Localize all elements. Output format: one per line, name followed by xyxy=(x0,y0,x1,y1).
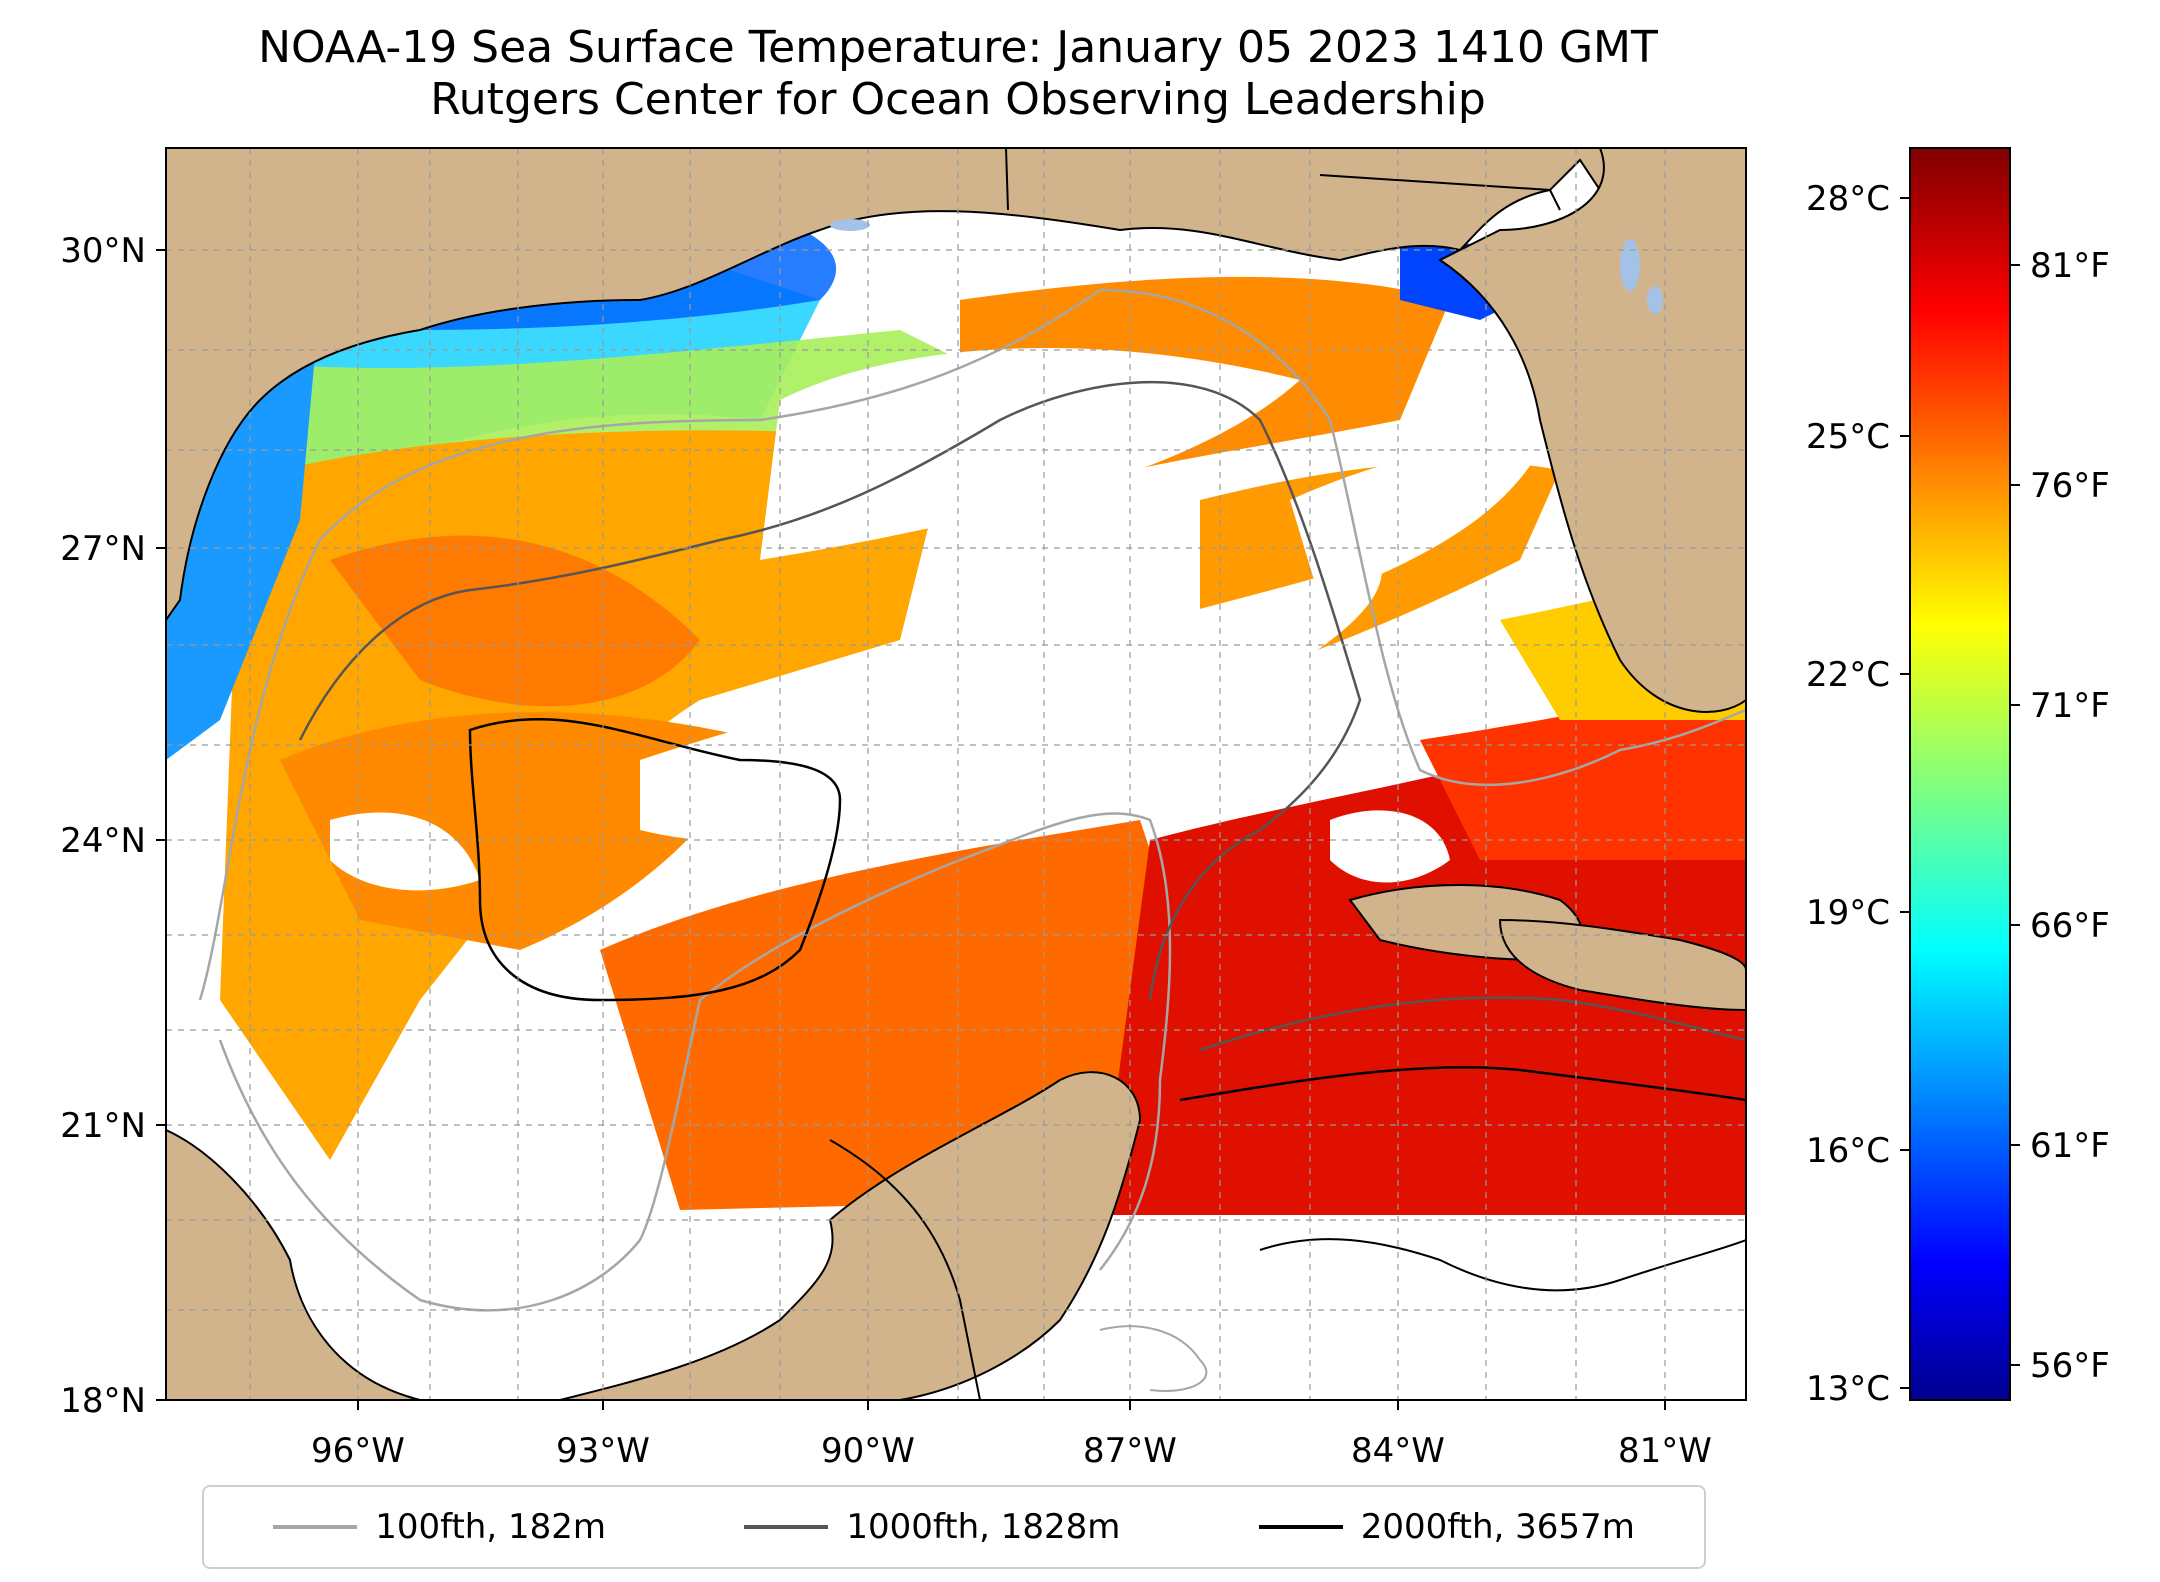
lon-label-90w: 90°W xyxy=(821,1431,915,1471)
fahrenheit-label-66: 66°F xyxy=(2030,906,2110,946)
borders xyxy=(829,148,1561,1400)
fahrenheit-ticks xyxy=(2010,264,2020,1366)
fahrenheit-label-61: 61°F xyxy=(2030,1126,2110,1166)
legend-label-100fth: 100fth, 182m xyxy=(375,1507,606,1547)
lon-ticks xyxy=(357,1400,1666,1410)
fahrenheit-label-71: 71°F xyxy=(2030,686,2110,726)
lat-label-27n: 27°N xyxy=(60,529,146,569)
celsius-label-28: 28°C xyxy=(1806,179,1890,219)
lon-label-84w: 84°W xyxy=(1351,1431,1445,1471)
celsius-label-22: 22°C xyxy=(1806,655,1890,695)
fahrenheit-label-81: 81°F xyxy=(2030,246,2110,286)
celsius-label-16: 16°C xyxy=(1806,1131,1890,1171)
lon-label-96w: 96°W xyxy=(311,1431,405,1471)
bathymetry-contours xyxy=(198,288,1746,1392)
land xyxy=(166,148,1746,1400)
legend-item-100fth: 100fth, 182m xyxy=(273,1507,606,1547)
legend-line-2000fth xyxy=(1258,1525,1343,1529)
legend-item-2000fth: 2000fth, 3657m xyxy=(1258,1507,1635,1547)
map-frame xyxy=(165,147,1747,1401)
lakes xyxy=(830,219,1663,314)
fahrenheit-label-56: 56°F xyxy=(2030,1346,2110,1386)
celsius-label-13: 13°C xyxy=(1806,1369,1890,1409)
celsius-ticks xyxy=(1900,197,1910,1389)
lat-ticks xyxy=(156,249,166,1401)
lon-label-87w: 87°W xyxy=(1083,1431,1177,1471)
fahrenheit-label-76: 76°F xyxy=(2030,466,2110,506)
lat-label-21n: 21°N xyxy=(60,1106,146,1146)
chart-title: NOAA-19 Sea Surface Temperature: January… xyxy=(258,22,1658,73)
legend-label-2000fth: 2000fth, 3657m xyxy=(1360,1507,1635,1547)
lat-label-30n: 30°N xyxy=(60,231,146,271)
gridlines xyxy=(166,148,1746,1400)
colorbar xyxy=(1909,147,2011,1401)
legend-line-1000fth xyxy=(744,1525,829,1529)
legend-item-1000fth: 1000fth, 1828m xyxy=(744,1507,1120,1547)
lat-label-24n: 24°N xyxy=(60,821,146,861)
lon-label-93w: 93°W xyxy=(556,1431,650,1471)
celsius-label-19: 19°C xyxy=(1806,893,1890,933)
lat-label-18n: 18°N xyxy=(60,1381,146,1421)
legend-line-100fth xyxy=(273,1525,358,1529)
chart-subtitle: Rutgers Center for Ocean Observing Leade… xyxy=(430,74,1486,125)
contour-legend: 100fth, 182m 1000fth, 1828m 2000fth, 365… xyxy=(202,1485,1706,1569)
celsius-label-25: 25°C xyxy=(1806,417,1890,457)
legend-label-1000fth: 1000fth, 1828m xyxy=(846,1507,1121,1547)
lon-label-81w: 81°W xyxy=(1618,1431,1712,1471)
